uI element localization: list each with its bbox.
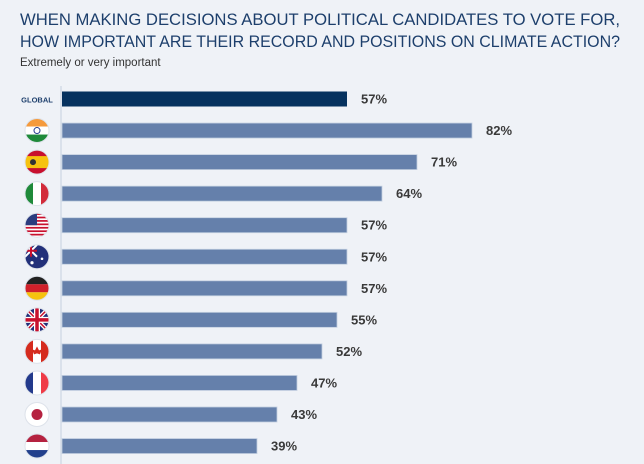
bar xyxy=(61,438,258,454)
bar xyxy=(61,154,418,171)
value-label: 43% xyxy=(291,407,317,422)
bar xyxy=(61,343,323,360)
spain-flag-icon xyxy=(24,149,50,175)
france-flag-icon xyxy=(24,370,50,396)
bar xyxy=(61,280,348,297)
bar-row: 39% xyxy=(24,433,297,459)
value-label: 57% xyxy=(361,92,387,107)
usa-flag-icon xyxy=(24,212,50,238)
bar xyxy=(61,217,348,234)
uk-flag-icon xyxy=(24,307,50,333)
bar xyxy=(61,406,278,423)
value-label: 52% xyxy=(336,344,362,359)
bar-row: 47% xyxy=(24,370,337,396)
value-label: 57% xyxy=(361,218,387,233)
bar-row: 64% xyxy=(24,181,422,207)
value-label: 82% xyxy=(486,123,512,138)
italy-flag-icon xyxy=(24,181,50,207)
bar xyxy=(61,185,383,202)
chart-title: WHEN MAKING DECISIONS ABOUT POLITICAL CA… xyxy=(20,9,644,53)
value-label: 64% xyxy=(396,186,422,201)
canada-flag-icon xyxy=(24,338,50,364)
value-label: 71% xyxy=(431,155,457,170)
australia-flag-icon xyxy=(24,244,50,270)
bar-row: 57% xyxy=(24,275,387,301)
bar xyxy=(61,248,348,265)
bar xyxy=(62,91,347,107)
bar-row: GLOBAL 57% xyxy=(21,91,387,107)
category-label: GLOBAL xyxy=(21,96,53,105)
bar xyxy=(61,122,473,139)
value-label: 47% xyxy=(311,375,337,390)
netherlands-flag-icon xyxy=(24,433,50,459)
value-label: 39% xyxy=(271,439,297,454)
bar-row: 43% xyxy=(24,402,317,427)
title-line-1: WHEN MAKING DECISIONS ABOUT POLITICAL CA… xyxy=(20,10,620,29)
india-flag-icon xyxy=(24,118,50,144)
bar-row: 82% xyxy=(24,118,512,144)
japan-flag-icon xyxy=(24,402,50,427)
title-line-2: HOW IMPORTANT ARE THEIR RECORD AND POSIT… xyxy=(20,32,620,51)
bar xyxy=(61,375,298,391)
value-label: 57% xyxy=(361,249,387,264)
germany-flag-icon xyxy=(24,275,50,301)
bar-row: 71% xyxy=(24,149,457,175)
value-label: 57% xyxy=(361,281,387,296)
bar-row: 57% xyxy=(24,244,387,270)
bar xyxy=(61,311,338,328)
bar-row: 52% xyxy=(24,338,362,364)
chart-subtitle: Extremely or very important xyxy=(20,57,161,69)
bar-row: 57% xyxy=(24,212,387,238)
value-label: 55% xyxy=(351,312,377,327)
bar-row: 55% xyxy=(24,307,377,333)
